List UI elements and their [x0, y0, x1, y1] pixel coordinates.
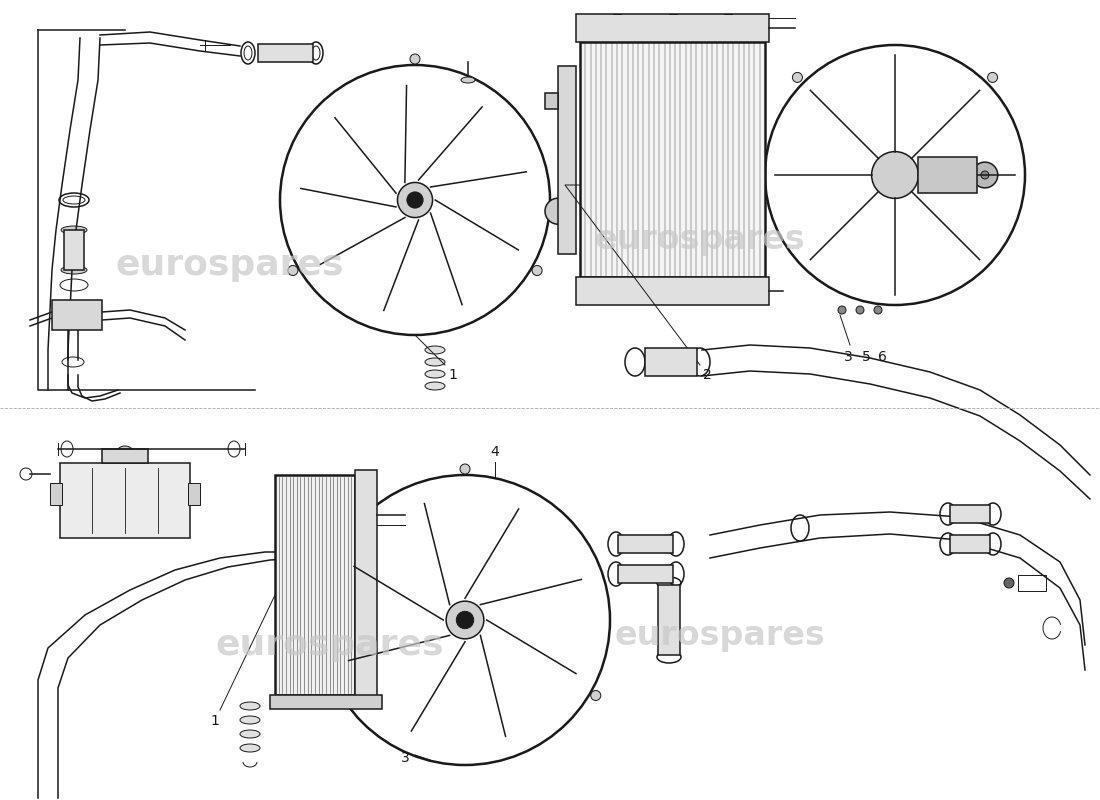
Bar: [576, 277, 769, 305]
Bar: [258, 44, 314, 62]
Text: eurospares: eurospares: [216, 628, 444, 662]
Bar: [188, 483, 200, 505]
Text: eurospares: eurospares: [595, 223, 805, 257]
Bar: [1018, 575, 1046, 591]
Circle shape: [874, 306, 882, 314]
Bar: [102, 449, 148, 463]
Circle shape: [447, 601, 484, 639]
Ellipse shape: [240, 702, 260, 710]
Ellipse shape: [60, 226, 87, 234]
Bar: [618, 565, 673, 583]
Bar: [645, 348, 697, 376]
Circle shape: [407, 192, 424, 208]
Ellipse shape: [425, 370, 446, 378]
Bar: [270, 695, 382, 709]
Text: 4: 4: [491, 445, 499, 459]
Text: eurospares: eurospares: [116, 248, 344, 282]
Circle shape: [981, 171, 989, 179]
Circle shape: [532, 266, 542, 275]
Ellipse shape: [425, 346, 446, 354]
Bar: [950, 505, 990, 523]
Bar: [558, 66, 576, 254]
Circle shape: [871, 152, 918, 198]
Bar: [580, 42, 764, 277]
Text: 2: 2: [703, 368, 712, 382]
Circle shape: [329, 690, 339, 701]
Ellipse shape: [240, 730, 260, 738]
Circle shape: [838, 306, 846, 314]
Bar: [618, 535, 673, 553]
Circle shape: [972, 162, 998, 188]
Bar: [950, 535, 990, 553]
Ellipse shape: [240, 744, 260, 752]
Circle shape: [460, 464, 470, 474]
Circle shape: [988, 73, 998, 82]
Bar: [544, 93, 558, 109]
Ellipse shape: [425, 358, 446, 366]
Circle shape: [856, 306, 864, 314]
Circle shape: [116, 446, 135, 466]
Circle shape: [456, 611, 474, 629]
Bar: [576, 14, 769, 42]
Bar: [355, 470, 377, 700]
Text: 3: 3: [402, 751, 410, 765]
Text: 6: 6: [878, 350, 887, 364]
Ellipse shape: [60, 266, 87, 274]
Text: eurospares: eurospares: [615, 618, 825, 651]
Bar: [275, 475, 355, 695]
Text: 1: 1: [210, 714, 219, 728]
Circle shape: [1004, 578, 1014, 588]
Text: 5: 5: [861, 350, 870, 364]
Bar: [52, 300, 102, 330]
Circle shape: [288, 266, 298, 275]
Bar: [918, 158, 977, 193]
Circle shape: [410, 54, 420, 64]
Text: 1: 1: [448, 368, 456, 382]
Circle shape: [792, 73, 802, 82]
Bar: [50, 483, 62, 505]
Circle shape: [591, 690, 601, 701]
Ellipse shape: [461, 77, 475, 83]
Text: 3: 3: [844, 350, 852, 364]
Bar: [658, 585, 680, 655]
Bar: [60, 463, 190, 538]
Circle shape: [397, 182, 432, 218]
Bar: [64, 230, 84, 270]
Ellipse shape: [240, 716, 260, 724]
Ellipse shape: [425, 382, 446, 390]
Circle shape: [544, 198, 571, 224]
